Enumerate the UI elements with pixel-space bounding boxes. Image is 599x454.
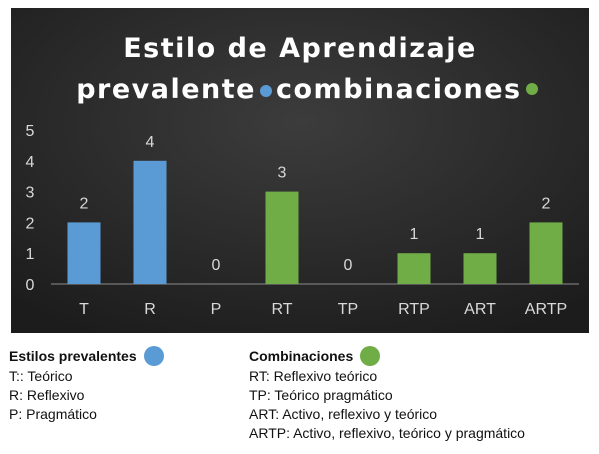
x-tick-label: P	[211, 301, 222, 318]
blue-dot-icon	[143, 346, 164, 366]
bar-value-label: 4	[146, 134, 155, 151]
legend-item: RT: Reflexivo teórico	[249, 368, 378, 384]
chart-panel: Estilo de Aprendizaje prevalente combina…	[11, 8, 589, 333]
legend-combinaciones-header: Combinaciones	[249, 345, 525, 367]
y-tick-label: 5	[26, 123, 35, 140]
y-tick-label: 4	[26, 154, 35, 171]
x-tick-label: RTP	[398, 301, 430, 318]
bar-rt	[265, 191, 299, 284]
y-axis: 0 1 2 3 4 5	[26, 123, 35, 294]
legend-item: ARTP: Activo, reflexivo, teórico y pragm…	[249, 425, 525, 441]
bar-value-label: 2	[80, 195, 89, 212]
bar-t	[67, 222, 101, 284]
legend-prevalentes-title: Estilos prevalentes	[9, 348, 137, 364]
chart-title-line-1: Estilo de Aprendizaje	[123, 33, 477, 64]
legend-combinaciones: Combinaciones RT: Reflexivo teórico TP: …	[249, 345, 525, 443]
x-tick-label: ART	[464, 301, 496, 318]
y-tick-label: 1	[26, 246, 35, 263]
legend-item: P: Pragmático	[9, 406, 97, 422]
bar-rtp	[397, 253, 431, 284]
bar-value-label: 1	[476, 226, 485, 243]
x-tick-label: RT	[271, 301, 292, 318]
y-tick-label: 2	[26, 215, 35, 232]
legend-prevalentes: Estilos prevalentes T:: Teórico R: Refle…	[9, 345, 164, 424]
x-tick-label: TP	[338, 301, 358, 318]
bar-chart: Estilo de Aprendizaje prevalente combina…	[11, 8, 589, 333]
bar-value-label: 1	[410, 226, 419, 243]
green-dot-icon	[526, 83, 538, 95]
bar-art	[463, 253, 497, 284]
legend-item: ART: Activo, reflexivo y teórico	[249, 406, 438, 422]
y-tick-label: 0	[26, 277, 35, 294]
bar-value-label: 0	[344, 257, 353, 274]
x-tick-label: R	[144, 301, 156, 318]
chart-title-line-2a: prevalente	[76, 74, 256, 105]
legend-combinaciones-title: Combinaciones	[249, 348, 354, 364]
bar-value-label: 0	[212, 257, 221, 274]
y-tick-label: 3	[26, 185, 35, 202]
bars: 2 T 4 R 0 P 3 RT 0 TP 1 RTP 1 ART 2 ARTP	[67, 134, 567, 318]
bar-r	[133, 160, 167, 284]
legend-item: T:: Teórico	[9, 368, 73, 384]
bar-artp	[529, 222, 563, 284]
green-dot-icon	[360, 346, 381, 366]
x-tick-label: ARTP	[525, 301, 567, 318]
legend-prevalentes-header: Estilos prevalentes	[9, 345, 164, 367]
bar-value-label: 3	[278, 165, 287, 182]
x-tick-label: T	[79, 301, 89, 318]
blue-dot-icon	[260, 85, 272, 97]
legend-item: TP: Teórico pragmático	[249, 387, 393, 403]
bar-value-label: 2	[542, 195, 551, 212]
legend-item: R: Reflexivo	[9, 387, 85, 403]
chart-title-line-2b: combinaciones	[276, 74, 522, 105]
